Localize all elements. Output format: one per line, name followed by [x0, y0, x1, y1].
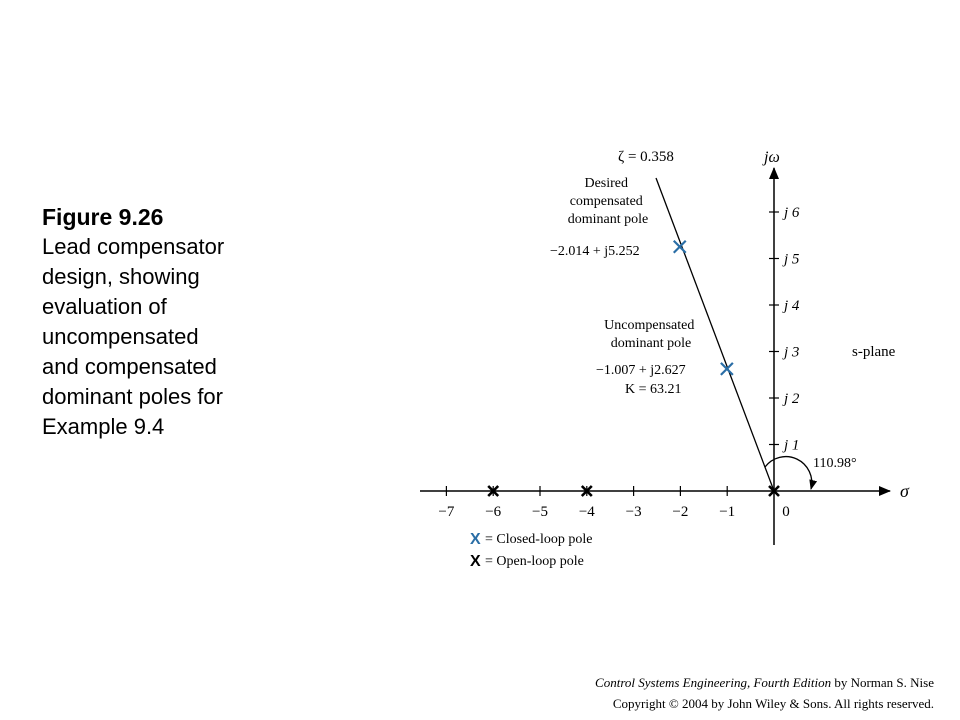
caption-line: uncompensated: [42, 324, 199, 349]
author: by Norman S. Nise: [831, 675, 934, 690]
caption-line: design, showing: [42, 264, 200, 289]
credits-line: Control Systems Engineering, Fourth Edit…: [595, 672, 934, 693]
compensated-value: −2.014 + j5.252: [550, 244, 640, 259]
compensated-label-line: dominant pole: [568, 212, 649, 227]
real-tick-label: −2: [672, 504, 688, 520]
uncompensated-value: −1.007 + j2.627: [596, 363, 686, 378]
book-title: Control Systems Engineering, Fourth Edit…: [595, 675, 832, 690]
caption-line: evaluation of: [42, 294, 167, 319]
figure-title: Figure 9.26: [42, 204, 164, 230]
real-tick-label: −7: [438, 504, 454, 520]
real-tick-label: −4: [579, 504, 595, 520]
credits: Control Systems Engineering, Fourth Edit…: [595, 672, 934, 714]
imag-tick-label: j 2: [782, 391, 800, 407]
open-loop-pole: [768, 485, 780, 497]
imag-tick-label: j 4: [782, 298, 800, 314]
uncompensated-pole: [720, 362, 734, 376]
compensated-label-line: Desired: [584, 176, 628, 191]
open-loop-legend-marker: X: [470, 553, 481, 570]
real-axis-ticks: −7 −6 −5 −4 −3 −2 −1 0: [438, 486, 790, 520]
zeta-label: ζ = 0.358: [618, 149, 674, 165]
imag-tick-label: j 3: [782, 345, 799, 361]
real-tick-label: −1: [719, 504, 735, 520]
angle-arc: [764, 455, 818, 490]
open-loop-legend-label: = Open-loop pole: [485, 554, 584, 569]
uncompensated-label-line: Uncompensated: [604, 318, 694, 333]
figure-caption: Figure 9.26 Lead compensator design, sho…: [42, 202, 282, 442]
open-loop-pole: [487, 485, 500, 497]
compensated-label-line: compensated: [570, 194, 643, 209]
uncompensated-label-line: dominant pole: [611, 336, 692, 351]
imaginary-axis-label: jω: [762, 149, 780, 166]
s-plane-label: s-plane: [852, 344, 896, 360]
caption-line: Lead compensator: [42, 234, 225, 259]
imag-tick-label: j 6: [782, 205, 800, 221]
imag-tick-label: j 1: [782, 438, 799, 454]
closed-loop-legend-label: = Closed-loop pole: [485, 532, 592, 547]
legend: X = Closed-loop pole X = Open-loop pole: [470, 531, 592, 570]
imag-tick-label: j 5: [782, 252, 800, 268]
angle-label: 110.98°: [813, 456, 857, 471]
real-tick-label: −3: [626, 504, 642, 520]
copyright: Copyright © 2004 by John Wiley & Sons. A…: [612, 696, 934, 711]
caption-line: and compensated: [42, 354, 217, 379]
real-axis-label: σ: [900, 481, 910, 501]
compensated-label: Desired compensated dominant pole: [568, 176, 649, 227]
compensated-pole: [672, 240, 687, 254]
caption-line: dominant poles for: [42, 384, 223, 409]
real-tick-label: 0: [782, 504, 790, 520]
real-tick-label: −5: [532, 504, 548, 520]
uncompensated-label: Uncompensated dominant pole: [604, 318, 698, 351]
open-loop-pole: [580, 485, 593, 497]
uncompensated-gain: K = 63.21: [625, 382, 682, 397]
closed-loop-legend-marker: X: [470, 531, 481, 548]
imaginary-axis-ticks: j 1 j 2 j 3 j 4 j 5 j 6: [769, 205, 800, 454]
real-tick-label: −6: [485, 504, 501, 520]
caption-line: Example 9.4: [42, 414, 165, 439]
zeta-line: [655, 177, 775, 492]
poles-layer: [487, 240, 780, 497]
